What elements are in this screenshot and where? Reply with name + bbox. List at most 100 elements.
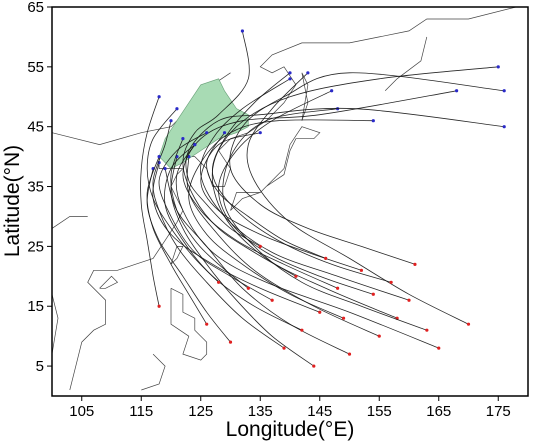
track-end-point [157,155,161,159]
y-tick-label: 45 [27,119,44,136]
track-line [152,162,320,313]
track-line [158,132,273,301]
track-start-point [377,334,381,338]
coastline [52,216,88,229]
track-start-point [246,286,250,290]
plot-frame [51,6,529,397]
y-axis-ticks: 5 15 25 35 45 55 65 [27,0,52,375]
highlight-region [158,78,249,169]
track-start-point [228,340,233,344]
y-tick-label: 55 [27,59,44,76]
track-line [200,132,362,271]
track-line [182,90,457,289]
track-end-point [496,65,500,69]
track-end-point [222,131,227,135]
track-line [211,66,499,319]
track-line [218,90,374,295]
track-end-point [205,131,209,135]
track-line [229,72,505,265]
track-start-point [312,364,316,368]
track-line [185,107,505,247]
track-end-point [169,119,173,123]
coastline [384,36,428,92]
coastline [99,275,119,289]
track-end-point [371,119,375,123]
track-end-point [330,89,334,93]
y-tick-label: 65 [27,0,44,16]
track-start-point [466,322,471,326]
x-tick-label: 125 [188,403,213,420]
track-start-point [347,352,352,356]
x-tick-label: 145 [307,403,332,420]
track-line [211,72,392,283]
track-end-point [240,29,244,33]
track-line [164,144,303,331]
y-axis-title: Latitude(°N) [1,145,24,257]
track-start-point [318,310,322,314]
track-end-point [181,137,185,141]
x-axis-ticks: 105 115 125 135 145 155 165 175 [69,396,511,420]
plot-background [52,7,528,396]
track-start-point [157,304,161,308]
x-tick-label: 165 [426,403,451,420]
track-line [170,138,249,289]
track-start-point [407,298,411,302]
track-start-point [294,274,298,278]
track-line [186,156,380,337]
coastline [230,126,321,211]
x-tick-label: 135 [248,403,273,420]
track-line [182,30,297,277]
track-line [200,78,410,301]
track-end-point [163,166,167,171]
track-line [170,156,315,367]
track-start-point [205,322,209,326]
x-tick-label: 105 [69,403,94,420]
track-start-point [300,328,304,332]
x-tick-label: 155 [367,403,392,420]
coastline [301,72,309,121]
track-end-point [306,71,310,75]
y-tick-label: 15 [27,298,44,315]
track-start-point [270,298,274,302]
track-line [206,132,326,259]
track-start-point [258,244,262,248]
tracks-group [140,29,506,368]
coastline [141,353,166,391]
track-start-point [413,262,417,266]
x-tick-label: 115 [129,403,153,420]
track-end-point [288,77,292,81]
track-start-point [359,268,363,272]
track-line [146,156,208,325]
coastline [52,293,59,355]
track-start-point [371,292,375,296]
track-line [140,96,160,307]
track-start-point [437,346,441,350]
track-start-point [336,286,340,290]
x-tick-label: 175 [486,403,511,420]
track-line [222,108,427,331]
track-line [175,144,439,349]
track-start-point [324,256,328,260]
track-end-point [502,89,506,93]
track-line [152,120,285,349]
y-tick-label: 5 [36,358,44,375]
track-end-point [193,143,197,147]
track-end-point [288,71,292,75]
track-start-point [389,280,393,284]
track-line [146,108,219,283]
track-end-point [157,95,161,99]
track-end-point [455,89,459,93]
y-tick-label: 25 [27,238,44,255]
x-axis-title: Longitude(°E) [226,418,355,441]
track-start-point [425,328,429,332]
track-start-point [217,280,221,284]
track-end-point [258,131,262,135]
y-tick-label: 35 [27,179,44,196]
track-line [188,119,374,319]
track-end-point [502,125,506,129]
coastline [170,246,184,265]
track-start-point [282,346,286,350]
coastline [170,287,208,361]
